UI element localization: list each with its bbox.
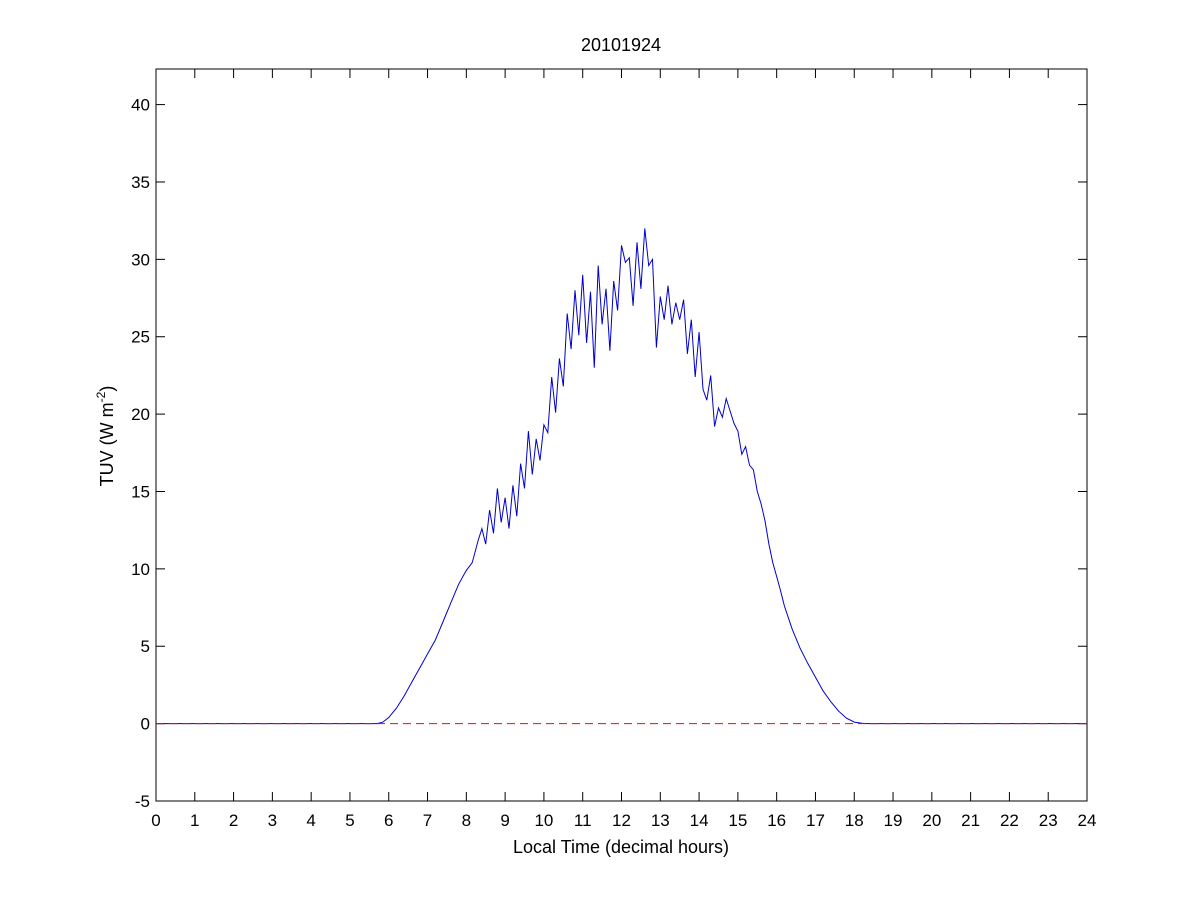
- x-axis: 0 1 2 3 4 5 6 7 8 9 10 11 12 13 14 15 16 17 18 19 20 21 22 23 24: [151, 69, 1096, 830]
- x-tick-label: 5: [345, 811, 354, 830]
- x-tick-label: 23: [1039, 811, 1058, 830]
- plot-area: [155, 68, 1088, 802]
- tuv-series-line: [156, 228, 1087, 725]
- y-tick-label: 5: [141, 637, 150, 656]
- x-tick-label: 8: [462, 811, 471, 830]
- y-axis: -5 0 5 10 15 20 25 30 35 40: [131, 96, 1087, 811]
- x-tick-label: 21: [961, 811, 980, 830]
- y-tick-label: 35: [131, 173, 150, 192]
- x-axis-label: Local Time (decimal hours): [513, 837, 729, 857]
- y-tick-label: 10: [131, 560, 150, 579]
- x-tick-label: 24: [1078, 811, 1097, 830]
- x-tick-label: 1: [190, 811, 199, 830]
- series-group: [156, 228, 1087, 725]
- x-tick-label: 13: [651, 811, 670, 830]
- y-tick-label: 30: [131, 250, 150, 269]
- x-tick-label: 12: [612, 811, 631, 830]
- x-tick-label: 20: [922, 811, 941, 830]
- x-tick-label: 19: [884, 811, 903, 830]
- x-tick-label: 0: [151, 811, 160, 830]
- y-axis-label-main: TUV (W m: [97, 402, 117, 486]
- x-tick-label: 22: [1000, 811, 1019, 830]
- x-tick-label: 11: [574, 811, 592, 830]
- x-tick-label: 14: [690, 811, 709, 830]
- y-tick-label: -5: [135, 792, 150, 811]
- y-axis-label-close: ): [97, 386, 117, 392]
- y-axis-label: TUV (W m-2): [94, 386, 117, 487]
- y-tick-label: 25: [131, 328, 150, 347]
- x-tick-label: 10: [534, 811, 553, 830]
- x-tick-label: 7: [423, 811, 432, 830]
- y-tick-label: 40: [131, 96, 150, 115]
- y-tick-label: 0: [141, 715, 150, 734]
- x-tick-label: 16: [767, 811, 786, 830]
- x-tick-label: 3: [268, 811, 277, 830]
- x-tick-label: 17: [806, 811, 825, 830]
- x-tick-label: 6: [384, 811, 393, 830]
- x-tick-label: 2: [229, 811, 238, 830]
- x-tick-label: 18: [845, 811, 864, 830]
- y-axis-label-superscript: -2: [94, 391, 108, 402]
- y-tick-label: 20: [131, 405, 150, 424]
- y-tick-label: 15: [131, 482, 150, 501]
- x-tick-label: 15: [728, 811, 747, 830]
- chart-title: 20101924: [581, 35, 661, 55]
- x-tick-label: 4: [306, 811, 315, 830]
- x-tick-label: 9: [500, 811, 509, 830]
